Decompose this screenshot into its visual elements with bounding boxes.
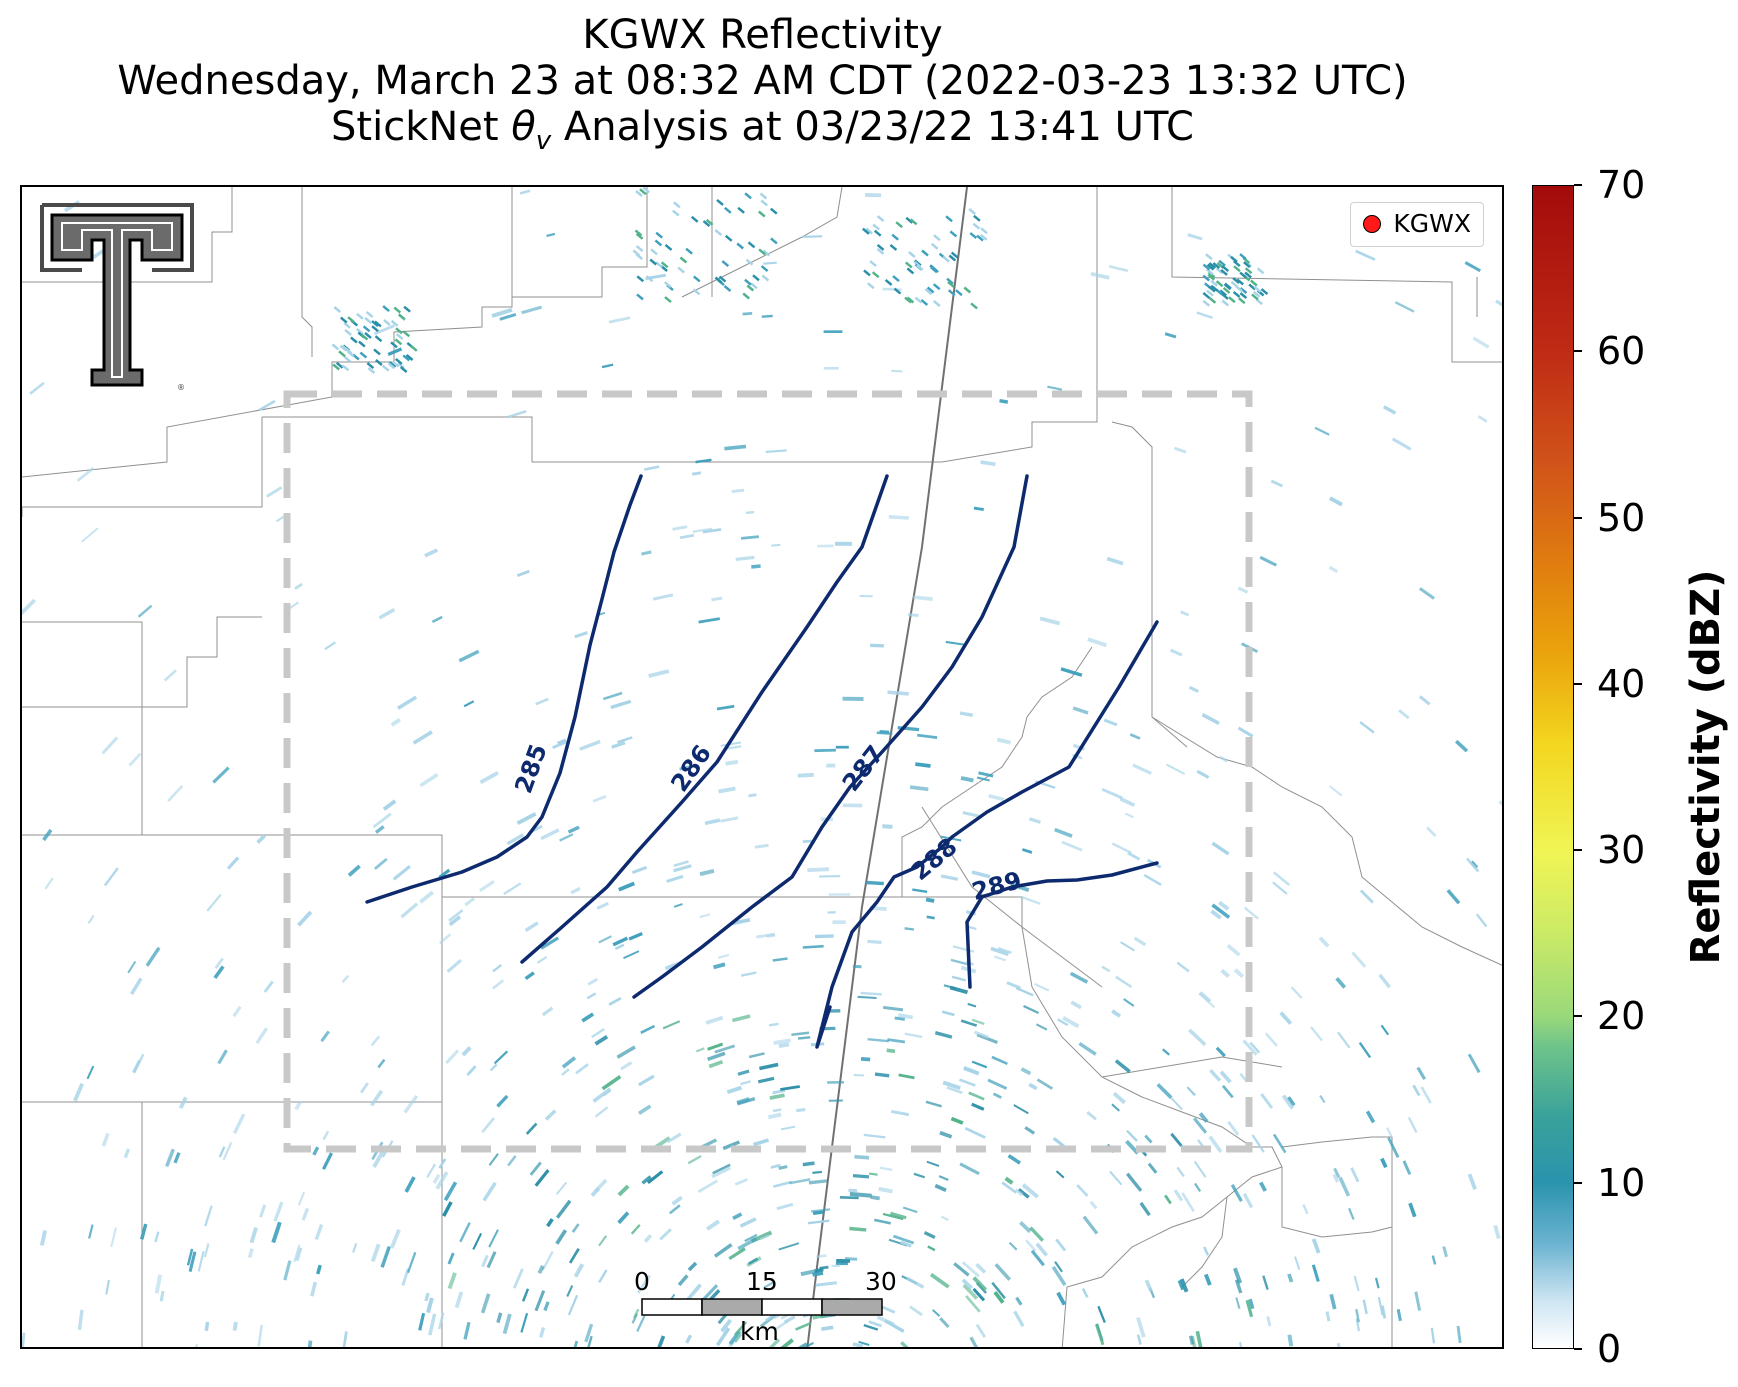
colorbar-tick-label: 50 [1597,495,1646,540]
colorbar-title: Reflectivity (dBZ) [1683,569,1729,965]
scale-unit: km [740,1317,779,1346]
legend-label: KGWX [1393,209,1471,238]
colorbar-tick-label: 10 [1597,1160,1646,1205]
contour-285 [365,474,643,904]
colorbar-tick-label: 20 [1597,994,1646,1039]
svg-text:®: ® [177,383,185,392]
contour-label-285: 285 [509,740,552,797]
title-analysis-prefix: StickNet [331,104,512,150]
colorbar-tick [1574,682,1582,685]
colorbar-tick [1574,1348,1582,1350]
colorbar-tick-label: 60 [1597,329,1646,374]
colorbar-tick [1574,184,1582,186]
map-title-block: KGWX Reflectivity Wednesday, March 23 at… [0,12,1525,164]
contour-286 [520,474,889,964]
contour-288 [815,620,1159,1049]
colorbar-tick [1574,849,1582,852]
contour-287 [632,474,1029,999]
colorbar-tick [1574,1015,1582,1018]
title-analysis: StickNet θv Analysis at 03/23/22 13:41 U… [0,104,1525,164]
reflectivity-colorbar [1532,185,1574,1349]
map-panel[interactable]: 285 286 287 288 289 ® 0 15 30 km KGWX [20,185,1504,1349]
colorbar-tick [1574,516,1582,519]
colorbar-tick-label: 70 [1597,163,1646,207]
colorbar-tick [1574,1181,1582,1184]
theta-v-contours [365,474,1159,1049]
highway-line [806,187,968,1347]
theta-symbol: θ [511,104,536,150]
colorbar-tick [1574,350,1582,353]
county-boundaries [22,187,1502,1347]
colorbar-tick-label: 40 [1597,661,1646,706]
analysis-domain-box [283,390,1253,1153]
title-analysis-suffix: Analysis at 03/23/22 13:41 UTC [551,104,1194,150]
scale-label-15: 15 [746,1267,778,1296]
title-radar: KGWX Reflectivity [582,12,943,58]
colorbar-tick-label: 0 [1597,1327,1622,1371]
title-datetime: Wednesday, March 23 at 08:32 AM CDT (202… [117,58,1408,104]
radar-map[interactable]: 285 286 287 288 289 ® [22,187,1504,1349]
contour-289 [965,861,1159,989]
scale-label-30: 30 [865,1267,897,1296]
scale-bar [641,1298,883,1316]
scale-label-0: 0 [634,1267,650,1296]
texas-tech-logo: ® [40,203,194,392]
theta-subscript: v [535,126,552,156]
reflectivity-echoes [22,187,1502,1347]
colorbar-tick-label: 30 [1597,828,1646,873]
map-legend: KGWX [1350,202,1484,247]
kgwx-marker-icon [1363,214,1382,233]
